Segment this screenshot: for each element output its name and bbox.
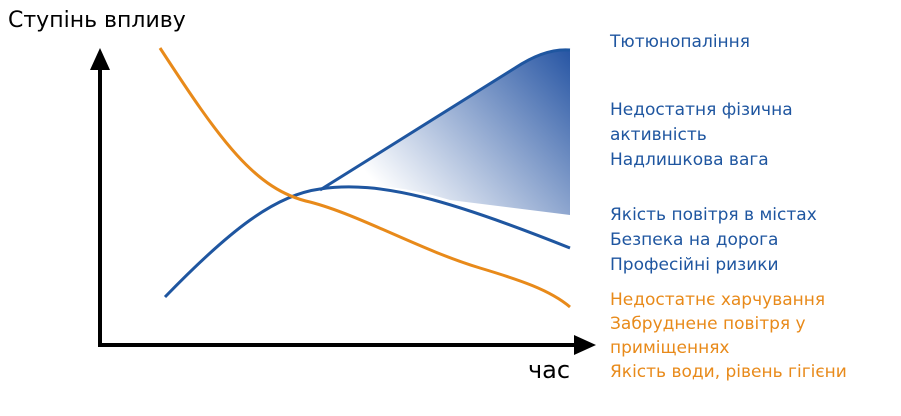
label-group: Якість повітря в містах Безпека на дорога…	[610, 203, 817, 278]
label-group: Тютюнопаління	[610, 30, 750, 55]
blue-upper-curve	[319, 48, 571, 192]
label-line: приміщеннях	[610, 338, 730, 358]
x-axis-arrow	[574, 335, 596, 355]
label-line: Якість води, рівень гігієни	[610, 362, 847, 382]
label-line: Безпека на дорога	[610, 230, 779, 250]
label-line: Якість повітря в містах	[610, 205, 817, 225]
orange-curve	[158, 47, 571, 309]
label-line: Професійні ризики	[610, 255, 779, 275]
label-line: Надлишкова вага	[610, 150, 769, 170]
label-line: Забруднене повітря у	[610, 314, 806, 334]
shaded-area	[320, 49, 570, 216]
label-group: Недостатнє харчування Забруднене повітря …	[610, 288, 847, 384]
y-axis-arrow	[90, 48, 110, 70]
label-line: Недостатнє харчування	[610, 290, 826, 310]
y-axis-label: Ступінь впливу	[8, 8, 186, 33]
x-axis-label: час	[528, 356, 571, 384]
label-line: Недостатня фізична	[610, 100, 793, 120]
label-line: активність	[610, 125, 707, 145]
label-group: Недостатня фізична активність Надлишкова в…	[610, 98, 793, 173]
label-line: Тютюнопаління	[610, 32, 751, 52]
